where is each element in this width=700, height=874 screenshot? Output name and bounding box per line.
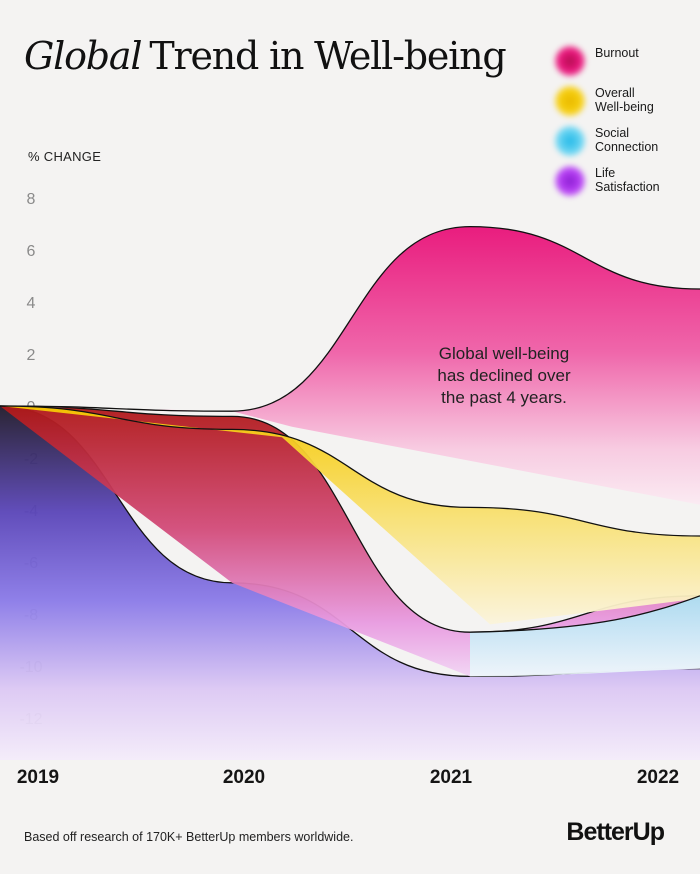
title-emphasis: Global — [24, 34, 143, 78]
x-axis-ticks: 2019 2020 2021 2022 — [17, 767, 679, 788]
area-social-connection — [0, 406, 700, 760]
area-overall-well-being — [0, 406, 700, 625]
y-axis-label: % CHANGE — [28, 149, 102, 164]
title-rest: Trend in Well-being — [149, 34, 506, 78]
line-life-satisfaction — [0, 405, 700, 633]
chart-areas — [0, 225, 700, 760]
yellow-circle-icon — [555, 86, 585, 116]
y-tick-label: 8 — [27, 191, 36, 208]
x-tick-label: 2020 — [223, 767, 265, 788]
legend-label-life-satisfaction: Life Satisfaction — [595, 166, 660, 194]
brand-logo: BetterUp — [566, 818, 665, 846]
legend-label-social-connection: Social Connection — [595, 126, 659, 154]
y-tick-label: 4 — [27, 295, 36, 312]
pink-circle-icon — [555, 46, 585, 76]
legend-item-life-satisfaction: Life Satisfaction — [555, 164, 695, 202]
x-tick-label: 2019 — [17, 767, 59, 788]
legend: Burnout Overall Well-being Social Connecti… — [555, 44, 695, 204]
line-overall-well-being — [0, 405, 700, 537]
purple-circle-icon — [555, 166, 585, 196]
area-burnout — [0, 226, 700, 505]
blue-circle-icon — [555, 126, 585, 156]
chart-title: Global Trend in Well-being — [24, 34, 507, 78]
area-social-connection-tail — [470, 595, 700, 677]
legend-label-burnout: Burnout — [595, 46, 639, 60]
line-burnout — [0, 225, 700, 412]
legend-item-overall-well-being: Overall Well-being — [555, 84, 695, 122]
area-life-satisfaction — [0, 406, 700, 677]
footnote: Based off research of 170K+ BetterUp mem… — [24, 830, 354, 844]
y-tick-label: 6 — [27, 243, 36, 260]
line-life-satisfaction-tail — [469, 595, 700, 633]
legend-item-social-connection: Social Connection — [555, 124, 695, 162]
y-tick-label: 2 — [27, 347, 36, 364]
chart-annotation: Global well-being has declined over the … — [437, 344, 571, 407]
legend-label-overall-well-being: Overall Well-being — [595, 86, 654, 114]
x-tick-label: 2021 — [430, 767, 473, 788]
x-tick-label: 2022 — [637, 767, 679, 788]
legend-item-burnout: Burnout — [555, 44, 695, 82]
